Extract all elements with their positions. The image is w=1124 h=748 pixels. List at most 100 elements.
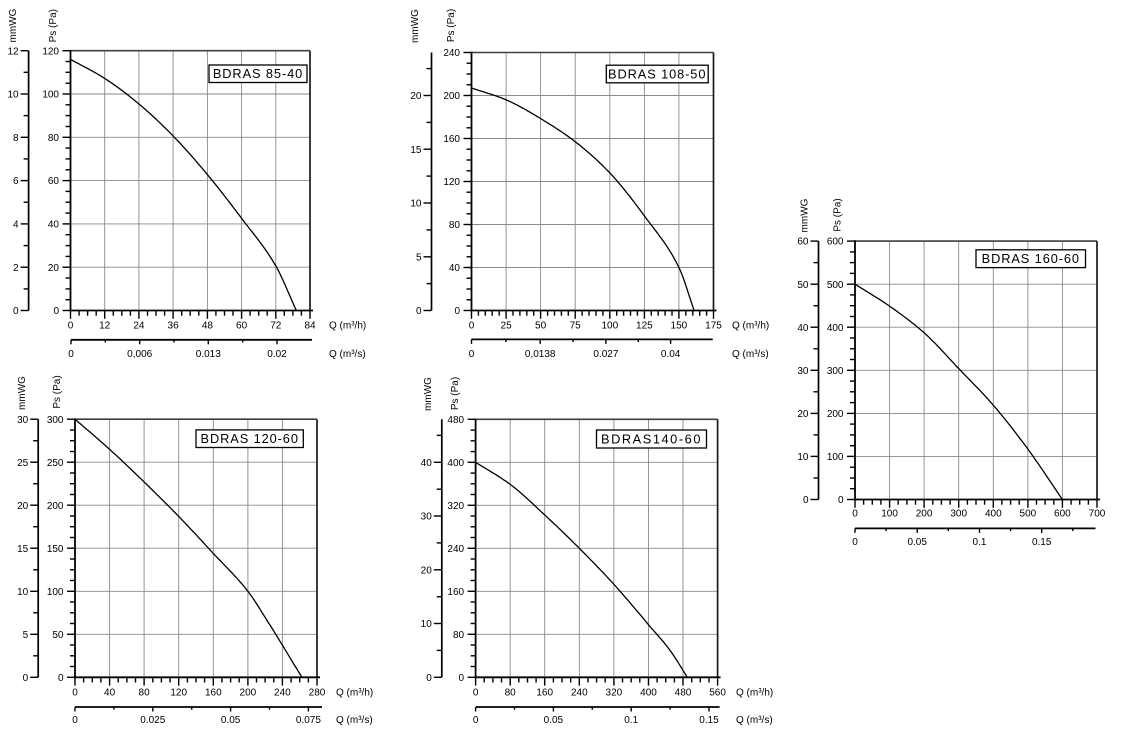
- svg-text:0.1: 0.1: [624, 715, 638, 726]
- svg-text:0: 0: [426, 673, 432, 684]
- svg-text:Q (m³/h): Q (m³/h): [329, 320, 366, 331]
- svg-text:300: 300: [47, 415, 64, 426]
- svg-text:0: 0: [13, 306, 19, 317]
- svg-text:150: 150: [47, 544, 64, 555]
- svg-text:20: 20: [410, 91, 422, 102]
- svg-text:30: 30: [421, 512, 433, 523]
- svg-text:40: 40: [48, 220, 60, 231]
- svg-text:0: 0: [68, 349, 74, 360]
- svg-text:8: 8: [13, 133, 19, 144]
- svg-text:5: 5: [23, 630, 29, 641]
- svg-text:80: 80: [453, 630, 465, 641]
- svg-text:2: 2: [13, 263, 19, 274]
- svg-text:6: 6: [13, 176, 19, 187]
- svg-text:10: 10: [17, 587, 29, 598]
- svg-text:BDRAS 85-40: BDRAS 85-40: [213, 66, 303, 81]
- svg-text:30: 30: [797, 366, 809, 377]
- svg-text:120: 120: [170, 687, 187, 698]
- svg-text:400: 400: [827, 323, 844, 334]
- svg-text:200: 200: [827, 409, 844, 420]
- svg-text:0.15: 0.15: [1032, 537, 1052, 548]
- svg-text:Q (m³/s): Q (m³/s): [736, 715, 773, 726]
- svg-text:24: 24: [133, 320, 145, 331]
- svg-text:0: 0: [72, 687, 78, 698]
- svg-text:12: 12: [99, 320, 111, 331]
- svg-text:240: 240: [571, 687, 588, 698]
- svg-text:10: 10: [7, 90, 19, 101]
- svg-text:BDRAS 108-50: BDRAS 108-50: [608, 67, 706, 82]
- svg-text:200: 200: [443, 91, 460, 102]
- svg-text:Q (m³/h): Q (m³/h): [732, 320, 769, 331]
- svg-text:0.02: 0.02: [267, 349, 287, 360]
- svg-text:0.05: 0.05: [907, 537, 927, 548]
- svg-text:0.04: 0.04: [661, 349, 681, 360]
- svg-text:600: 600: [1054, 508, 1071, 519]
- svg-text:Ps (Pa): Ps (Pa): [446, 9, 457, 42]
- svg-text:48: 48: [202, 320, 214, 331]
- svg-text:0.027: 0.027: [593, 349, 618, 360]
- svg-text:10: 10: [797, 452, 809, 463]
- svg-text:160: 160: [447, 587, 464, 598]
- svg-text:84: 84: [304, 320, 316, 331]
- svg-text:40: 40: [449, 263, 461, 274]
- svg-text:320: 320: [606, 687, 623, 698]
- svg-text:25: 25: [17, 458, 29, 469]
- svg-text:100: 100: [827, 452, 844, 463]
- svg-text:0: 0: [838, 495, 844, 506]
- svg-text:25: 25: [501, 320, 513, 331]
- svg-text:15: 15: [17, 544, 29, 555]
- svg-text:Q (m³/s): Q (m³/s): [732, 349, 769, 360]
- svg-text:175: 175: [705, 320, 722, 331]
- svg-text:mmWG: mmWG: [799, 198, 810, 232]
- svg-text:BDRAS 120-60: BDRAS 120-60: [201, 431, 299, 446]
- svg-text:480: 480: [675, 687, 692, 698]
- svg-text:0.075: 0.075: [296, 715, 321, 726]
- svg-text:mmWG: mmWG: [423, 377, 434, 411]
- svg-text:10: 10: [410, 199, 422, 210]
- svg-text:560: 560: [709, 687, 726, 698]
- svg-text:0.013: 0.013: [196, 349, 221, 360]
- svg-text:500: 500: [1020, 508, 1037, 519]
- svg-text:0.05: 0.05: [221, 715, 241, 726]
- svg-text:80: 80: [139, 687, 151, 698]
- svg-text:0: 0: [72, 715, 78, 726]
- svg-text:0: 0: [58, 673, 64, 684]
- svg-text:125: 125: [636, 320, 653, 331]
- svg-text:400: 400: [447, 458, 464, 469]
- svg-text:0.025: 0.025: [140, 715, 165, 726]
- svg-text:5: 5: [416, 252, 422, 263]
- svg-text:Q (m³/h): Q (m³/h): [736, 687, 773, 698]
- svg-text:mmWG: mmWG: [8, 8, 19, 42]
- svg-text:200: 200: [916, 508, 933, 519]
- svg-text:Ps (Pa): Ps (Pa): [48, 9, 59, 42]
- svg-text:0: 0: [23, 673, 29, 684]
- svg-text:320: 320: [447, 501, 464, 512]
- svg-text:400: 400: [640, 687, 657, 698]
- svg-text:480: 480: [447, 415, 464, 426]
- svg-text:400: 400: [985, 508, 1002, 519]
- svg-text:Q (m³/s): Q (m³/s): [336, 715, 373, 726]
- svg-text:50: 50: [535, 320, 547, 331]
- svg-text:240: 240: [447, 544, 464, 555]
- svg-text:60: 60: [236, 320, 248, 331]
- svg-text:0: 0: [53, 306, 59, 317]
- svg-text:4: 4: [13, 220, 19, 231]
- svg-text:500: 500: [827, 280, 844, 291]
- svg-text:300: 300: [827, 366, 844, 377]
- svg-text:0: 0: [454, 306, 460, 317]
- svg-text:160: 160: [443, 134, 460, 145]
- svg-text:300: 300: [950, 508, 967, 519]
- svg-text:15: 15: [410, 145, 422, 156]
- svg-text:0.15: 0.15: [699, 715, 719, 726]
- svg-text:Ps (Pa): Ps (Pa): [833, 198, 844, 231]
- svg-text:200: 200: [240, 687, 257, 698]
- svg-text:200: 200: [47, 501, 64, 512]
- svg-text:40: 40: [104, 687, 116, 698]
- svg-text:160: 160: [205, 687, 222, 698]
- svg-text:250: 250: [47, 458, 64, 469]
- svg-text:240: 240: [274, 687, 291, 698]
- svg-text:100: 100: [881, 508, 898, 519]
- svg-text:75: 75: [570, 320, 582, 331]
- svg-text:36: 36: [168, 320, 180, 331]
- svg-text:80: 80: [48, 133, 60, 144]
